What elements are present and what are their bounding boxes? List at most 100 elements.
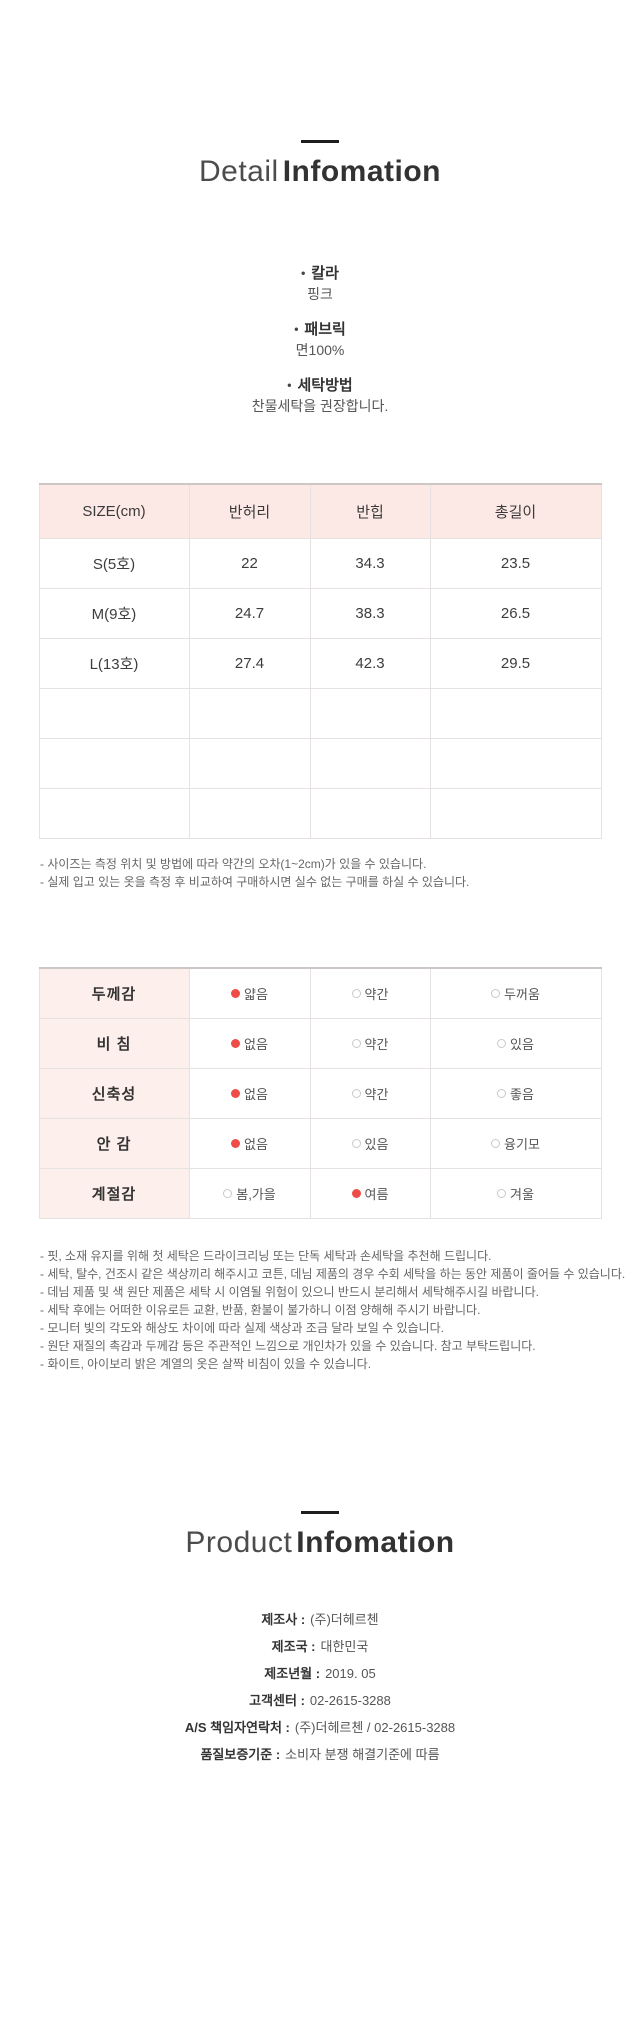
size-table-row: M(9호) 24.7 38.3 26.5 bbox=[38, 588, 602, 639]
manufacturer-info-item: 제조국 : 대한민국 bbox=[0, 1633, 640, 1660]
fabric-property-label: 계절감 bbox=[38, 1168, 190, 1219]
info-value: 대한민국 bbox=[320, 1639, 369, 1654]
fabric-option-cell: 여름 bbox=[309, 1168, 431, 1219]
fabric-option-cell: 봄,가을 bbox=[188, 1168, 311, 1219]
size-table-cell bbox=[38, 688, 190, 739]
size-table-cell bbox=[309, 738, 431, 789]
info-value: 02-2615-3288 bbox=[309, 1693, 391, 1708]
size-table-header-cell: SIZE(cm) bbox=[38, 483, 190, 539]
size-table-cell: 26.5 bbox=[429, 588, 602, 639]
fabric-option: 없음 bbox=[231, 1084, 268, 1103]
radio-selected-icon bbox=[231, 989, 241, 998]
size-table-cell: L(13호) bbox=[38, 638, 190, 689]
size-table-cell bbox=[188, 688, 311, 739]
detail-title-light: Detail bbox=[198, 155, 279, 188]
manufacturer-info-list: 제조사 : (주)더헤르첸 제조국 : 대한민국 제조년월 : 2019. 05 고객센터 … bbox=[0, 1606, 640, 1768]
radio-unselected-icon bbox=[223, 1189, 233, 1198]
product-spec-list: • 칼라 핑크 • 패브릭 면100% • 세탁방법 찬물세탁을 권장합니다. bbox=[0, 263, 640, 417]
radio-unselected-icon bbox=[491, 989, 501, 998]
care-note-line: - 세탁 후에는 어떠한 이유로든 교환, 반품, 환불이 불가하니 이점 양해… bbox=[40, 1303, 481, 1317]
fabric-option-text: 있음 bbox=[510, 1037, 534, 1052]
fabric-option-text: 없음 bbox=[244, 1137, 268, 1152]
bullet-icon: • bbox=[294, 322, 299, 336]
fabric-table-row: 계절감 봄,가을 여름 겨울 bbox=[38, 1168, 602, 1219]
detail-title-bold: Infomation bbox=[282, 155, 441, 188]
size-table: SIZE(cm) 반허리 반힙 총길이 S(5호) 22 34.3 23.5 M(9호) 24.… bbox=[38, 483, 602, 839]
size-notes: - 사이즈는 측정 위치 및 방법에 따라 약간의 오차(1~2cm)가 있을 … bbox=[40, 855, 640, 891]
bullet-icon: • bbox=[287, 378, 292, 392]
fabric-option: 융기모 bbox=[491, 1134, 540, 1153]
radio-selected-icon bbox=[351, 1189, 361, 1198]
product-detail-page: Detail Infomation • 칼라 핑크 • 패브릭 면100% • 세탁방법 찬물세탁… bbox=[0, 140, 640, 2040]
size-table-header-cell: 반힙 bbox=[309, 483, 431, 539]
fabric-option-text: 약간 bbox=[364, 1037, 389, 1052]
radio-unselected-icon bbox=[351, 989, 361, 998]
size-table-row: L(13호) 27.4 42.3 29.5 bbox=[38, 638, 602, 689]
fabric-option-text: 없음 bbox=[244, 1037, 268, 1052]
size-table-cell: 34.3 bbox=[309, 538, 431, 589]
product-section-title: Product Infomation bbox=[0, 1524, 640, 1562]
fabric-option-text: 약간 bbox=[364, 1087, 389, 1102]
fabric-option-text: 약간 bbox=[364, 987, 389, 1002]
fabric-option-cell: 있음 bbox=[429, 1018, 602, 1069]
fabric-option-cell: 겨울 bbox=[429, 1168, 602, 1219]
size-table-cell: 23.5 bbox=[429, 538, 602, 589]
fabric-option: 약간 bbox=[351, 1084, 389, 1103]
manufacturer-info-item: 품질보증기준 : 소비자 분쟁 해결기준에 따름 bbox=[0, 1741, 640, 1768]
info-label: 제조년월 : bbox=[264, 1666, 321, 1681]
fabric-option: 겨울 bbox=[497, 1184, 534, 1203]
fabric-option-cell: 융기모 bbox=[429, 1118, 602, 1169]
fabric-option: 있음 bbox=[497, 1034, 534, 1053]
product-title-light: Product bbox=[185, 1526, 293, 1559]
fabric-property-label: 신축성 bbox=[38, 1068, 190, 1119]
fabric-option-cell: 약간 bbox=[309, 967, 431, 1019]
fabric-table-row: 안 감 없음 있음 융기모 bbox=[38, 1118, 602, 1169]
size-table-cell: 42.3 bbox=[309, 638, 431, 689]
fabric-option-text: 얇음 bbox=[244, 987, 268, 1002]
care-note-line: - 원단 재질의 촉감과 두께감 등은 주관적인 느낌으로 개인차가 있을 수 … bbox=[40, 1339, 536, 1353]
size-table-header-cell: 총길이 bbox=[429, 483, 602, 539]
fabric-property-label: 비 침 bbox=[38, 1018, 190, 1069]
fabric-table-row: 비 침 없음 약간 있음 bbox=[38, 1018, 602, 1069]
radio-unselected-icon bbox=[351, 1089, 361, 1098]
size-table-row bbox=[38, 788, 602, 839]
size-table-cell bbox=[429, 738, 602, 789]
fabric-option-cell: 있음 bbox=[309, 1118, 431, 1169]
fabric-option-text: 겨울 bbox=[510, 1187, 534, 1202]
info-value: (주)더헤르첸 / 02-2615-3288 bbox=[294, 1720, 456, 1735]
size-table-cell: 38.3 bbox=[309, 588, 431, 639]
fabric-property-label: 두께감 bbox=[38, 967, 190, 1019]
fabric-option: 봄,가을 bbox=[223, 1184, 276, 1203]
manufacturer-info-item: A/S 책임자연락처 : (주)더헤르첸 / 02-2615-3288 bbox=[0, 1714, 640, 1741]
size-table-header-row: SIZE(cm) 반허리 반힙 총길이 bbox=[38, 483, 602, 539]
fabric-option-cell: 없음 bbox=[188, 1068, 311, 1119]
spec-label-text: 세탁방법 bbox=[297, 377, 353, 394]
size-table-cell: M(9호) bbox=[38, 588, 190, 639]
radio-unselected-icon bbox=[351, 1039, 361, 1048]
fabric-option-text: 융기모 bbox=[504, 1137, 540, 1152]
radio-unselected-icon bbox=[491, 1139, 501, 1148]
spec-item: • 세탁방법 찬물세탁을 권장합니다. bbox=[0, 375, 640, 417]
fabric-option-cell: 두꺼움 bbox=[429, 967, 602, 1019]
size-table-cell bbox=[309, 688, 431, 739]
fabric-option-text: 좋음 bbox=[510, 1087, 534, 1102]
spec-value: 면100% bbox=[295, 342, 345, 358]
radio-unselected-icon bbox=[351, 1139, 361, 1148]
spec-label: • 패브릭 bbox=[0, 319, 640, 340]
spec-label-text: 칼라 bbox=[311, 265, 339, 282]
fabric-option-cell: 좋음 bbox=[429, 1068, 602, 1119]
fabric-property-label: 안 감 bbox=[38, 1118, 190, 1169]
size-table-cell bbox=[309, 788, 431, 839]
product-section-divider bbox=[301, 1511, 339, 1514]
fabric-option-cell: 약간 bbox=[309, 1018, 431, 1069]
fabric-option: 약간 bbox=[351, 1034, 389, 1053]
fabric-option: 없음 bbox=[231, 1134, 268, 1153]
radio-selected-icon bbox=[231, 1139, 241, 1148]
info-value: 2019. 05 bbox=[325, 1666, 376, 1681]
fabric-option: 약간 bbox=[351, 984, 389, 1003]
size-table-cell bbox=[188, 788, 311, 839]
fabric-option-cell: 얇음 bbox=[188, 967, 311, 1019]
size-table-cell: 29.5 bbox=[429, 638, 602, 689]
size-table-cell: 24.7 bbox=[188, 588, 311, 639]
care-note-line: - 화이트, 아이보리 밝은 계열의 옷은 살짝 비침이 있을 수 있습니다. bbox=[40, 1357, 372, 1371]
